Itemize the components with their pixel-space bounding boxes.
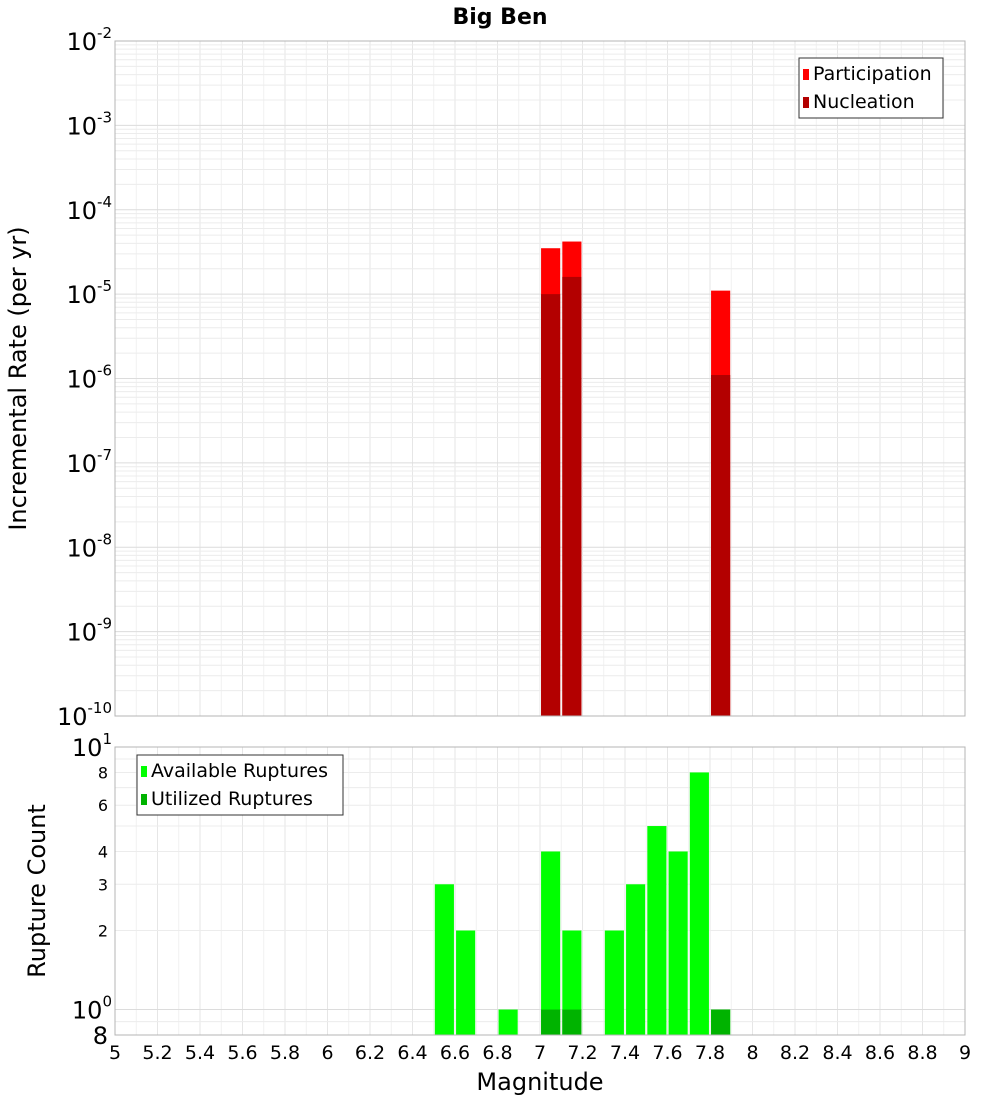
bar-available-ruptures bbox=[604, 930, 624, 1035]
bar-nucleation bbox=[711, 375, 731, 716]
y-tick-label: 10-5 bbox=[66, 277, 112, 309]
y-tick-label: 4 bbox=[98, 842, 108, 861]
x-tick-label: 6.6 bbox=[440, 1042, 470, 1064]
x-tick-label: 7.6 bbox=[652, 1042, 682, 1064]
legend: Participation Nucleation bbox=[798, 57, 944, 119]
x-tick-label: 6.8 bbox=[482, 1042, 512, 1064]
x-tick-label: 8 bbox=[746, 1042, 758, 1064]
y-tick-label: 10-9 bbox=[66, 615, 112, 647]
y-tick-label: 10-2 bbox=[66, 24, 112, 56]
y-tick-label: 6 bbox=[98, 796, 108, 815]
plot-border bbox=[114, 40, 966, 717]
bar-available-ruptures bbox=[626, 884, 646, 1035]
x-tick-label: 8.6 bbox=[865, 1042, 895, 1064]
legend-label: Utilized Ruptures bbox=[151, 788, 313, 810]
x-tick-label: 7 bbox=[534, 1042, 546, 1064]
y-tick-label: 8 bbox=[98, 763, 108, 782]
bar-available-ruptures bbox=[668, 851, 688, 1035]
x-tick-label: 7.8 bbox=[695, 1042, 725, 1064]
bar-nucleation bbox=[541, 294, 561, 716]
bar-available-ruptures bbox=[562, 930, 582, 1035]
bar-available-ruptures bbox=[541, 851, 561, 1035]
bar-available-ruptures bbox=[689, 772, 709, 1035]
bar-utilized-ruptures bbox=[541, 1009, 561, 1035]
legend-label: Available Ruptures bbox=[151, 760, 328, 782]
y-tick-label: 2 bbox=[98, 922, 108, 941]
legend-swatch bbox=[141, 766, 147, 777]
y-tick-label: 100 bbox=[72, 993, 112, 1025]
x-tick-label: 8.8 bbox=[907, 1042, 937, 1064]
x-tick-label: 8.2 bbox=[780, 1042, 810, 1064]
panel-rate: 10-2 10-3 10-4 10-5 10-6 10-7 10-8 10-9 10-10 Inc… bbox=[4, 24, 966, 731]
legend-box bbox=[798, 57, 944, 119]
bars bbox=[434, 772, 731, 1035]
y-tick-label: 3 bbox=[98, 875, 108, 894]
x-tick-label: 9 bbox=[959, 1042, 971, 1064]
y-axis-label: Rupture Count bbox=[23, 804, 51, 978]
bar-available-ruptures bbox=[456, 930, 476, 1035]
x-tick-label: 6 bbox=[321, 1042, 333, 1064]
x-tick-label: 5 bbox=[109, 1042, 121, 1064]
bar-available-ruptures bbox=[498, 1009, 518, 1035]
x-tick-label: 6.4 bbox=[397, 1042, 427, 1064]
y-tick-label: 101 bbox=[72, 730, 112, 762]
legend-swatch bbox=[803, 97, 809, 108]
legend-swatch bbox=[803, 69, 809, 80]
grid-lines bbox=[114, 41, 966, 717]
bars bbox=[541, 241, 731, 717]
y-tick-label: 10-8 bbox=[66, 530, 112, 562]
y-tick-label: 10-3 bbox=[66, 108, 112, 140]
chart-title: Big Ben bbox=[452, 5, 547, 30]
x-tick-label: 5.2 bbox=[142, 1042, 172, 1064]
bar-nucleation bbox=[562, 276, 582, 716]
legend-swatch bbox=[141, 794, 147, 805]
bar-available-ruptures bbox=[434, 884, 454, 1035]
y-axis-label: Incremental Rate (per yr) bbox=[4, 226, 32, 530]
y-tick-label: 10-6 bbox=[66, 362, 112, 394]
bar-utilized-ruptures bbox=[562, 1009, 582, 1035]
x-tick-label: 7.2 bbox=[567, 1042, 597, 1064]
bar-utilized-ruptures bbox=[711, 1009, 731, 1035]
y-tick-label: 10-4 bbox=[66, 193, 112, 225]
legend-label: Nucleation bbox=[813, 91, 915, 113]
y-tick-label: 10-7 bbox=[66, 446, 112, 478]
x-tick-label: 7.4 bbox=[610, 1042, 640, 1064]
x-tick-label: 8.4 bbox=[822, 1042, 852, 1064]
y-tick-label: 10-10 bbox=[57, 699, 112, 731]
x-tick-label: 6.2 bbox=[355, 1042, 385, 1064]
x-tick-label: 5.4 bbox=[185, 1042, 215, 1064]
x-tick-label: 5.6 bbox=[227, 1042, 257, 1064]
y-tick-label: 8 bbox=[93, 1022, 108, 1050]
legend: Available Ruptures Utilized Ruptures bbox=[136, 754, 344, 816]
legend-label: Participation bbox=[813, 63, 932, 85]
plot-border bbox=[114, 746, 966, 1036]
x-axis-label: Magnitude bbox=[476, 1068, 603, 1096]
bar-available-ruptures bbox=[647, 826, 667, 1035]
x-tick-label: 5.8 bbox=[270, 1042, 300, 1064]
legend-box bbox=[136, 754, 344, 816]
